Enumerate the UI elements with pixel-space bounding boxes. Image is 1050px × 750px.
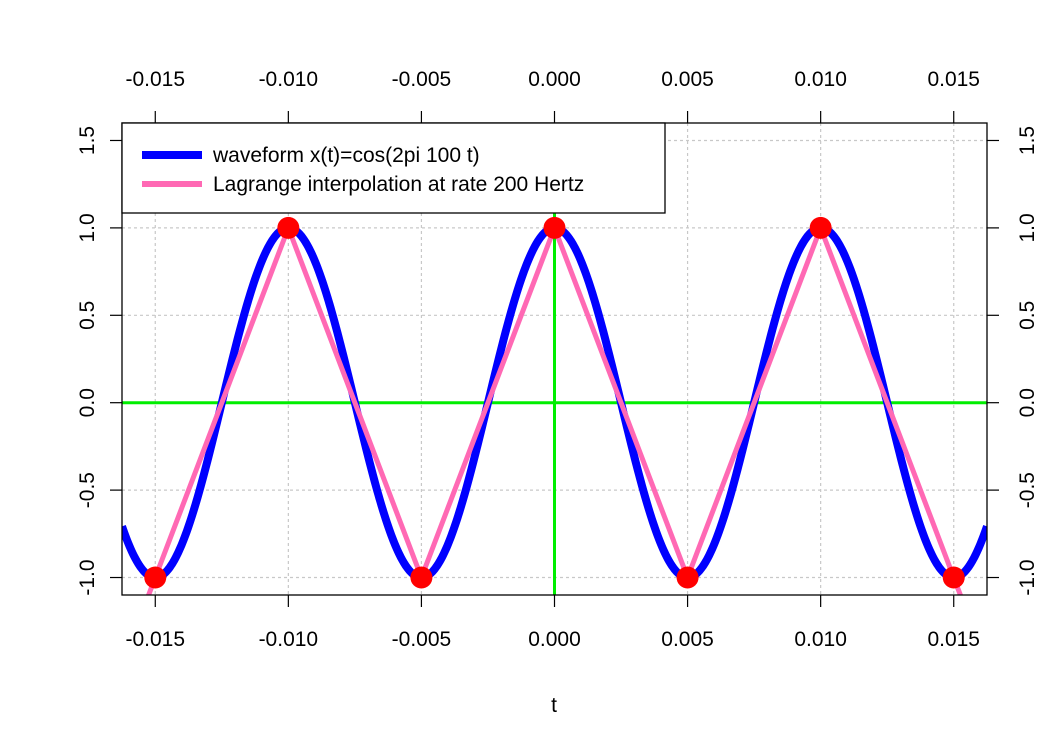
- x-tick-label-bottom: 0.015: [927, 628, 980, 651]
- y-tick-label-left: 0.5: [76, 301, 99, 330]
- sample-point: [676, 566, 699, 589]
- y-tick-label-left: 1.0: [76, 213, 99, 242]
- sample-point: [277, 216, 300, 239]
- y-tick-label-left: -0.5: [76, 472, 99, 508]
- x-tick-label-top: -0.005: [392, 68, 452, 91]
- x-tick-label-top: 0.015: [927, 68, 980, 91]
- y-tick-label-right: -0.5: [1016, 472, 1039, 508]
- sample-point: [410, 566, 433, 589]
- y-tick-label-right: 0.0: [1016, 388, 1039, 417]
- legend-label: Lagrange interpolation at rate 200 Hertz: [213, 173, 584, 196]
- sample-point: [144, 566, 167, 589]
- x-tick-label-bottom: -0.010: [259, 628, 319, 651]
- x-tick-label-bottom: 0.000: [528, 628, 581, 651]
- x-tick-label-bottom: 0.005: [661, 628, 714, 651]
- y-tick-label-right: -1.0: [1016, 559, 1039, 595]
- y-tick-label-left: 1.5: [76, 126, 99, 155]
- legend-label: waveform x(t)=cos(2pi 100 t): [212, 144, 480, 167]
- sample-point: [809, 216, 832, 239]
- y-tick-label-left: 0.0: [76, 388, 99, 417]
- x-tick-label-top: 0.000: [528, 68, 581, 91]
- legend: waveform x(t)=cos(2pi 100 t) Lagrange int…: [121, 122, 666, 214]
- legend-box: [121, 122, 666, 214]
- series-layer: [122, 216, 987, 595]
- y-tick-label-left: -1.0: [76, 559, 99, 595]
- x-tick-label-bottom: 0.010: [794, 628, 847, 651]
- sample-point: [942, 566, 965, 589]
- y-tick-label-right: 0.5: [1016, 301, 1039, 330]
- axes: -0.015-0.015-0.010-0.010-0.005-0.0050.00…: [76, 68, 1039, 651]
- x-tick-label-top: -0.015: [125, 68, 185, 91]
- y-tick-label-right: 1.5: [1016, 126, 1039, 155]
- x-tick-label-bottom: -0.015: [125, 628, 185, 651]
- x-tick-label-top: -0.010: [259, 68, 319, 91]
- y-tick-label-right: 1.0: [1016, 213, 1039, 242]
- x-tick-label-top: 0.010: [794, 68, 847, 91]
- x-tick-label-bottom: -0.005: [392, 628, 452, 651]
- sample-point: [543, 216, 566, 239]
- x-axis-label: t: [551, 694, 557, 717]
- x-tick-label-top: 0.005: [661, 68, 714, 91]
